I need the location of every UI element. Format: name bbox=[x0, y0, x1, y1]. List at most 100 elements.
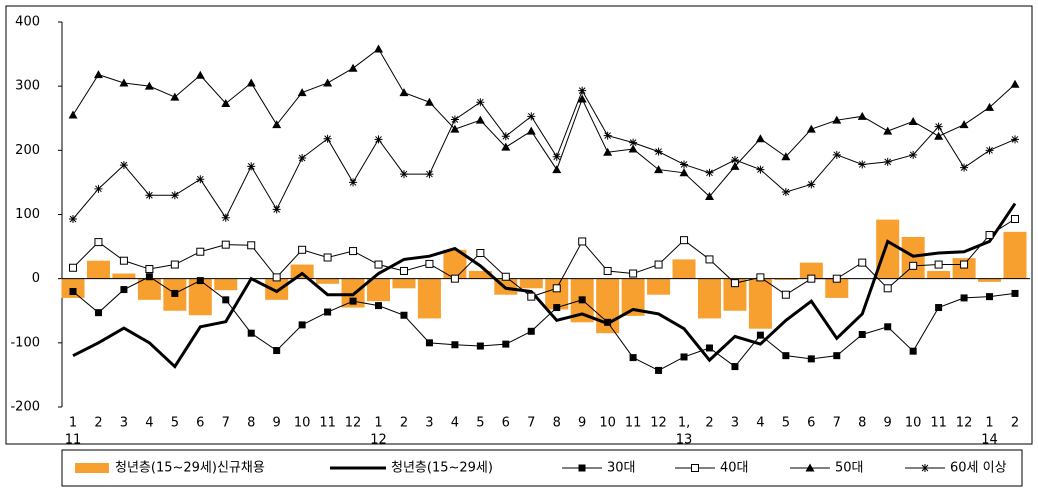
point bbox=[960, 294, 968, 302]
x-tick-label: 1 bbox=[985, 416, 993, 431]
bar bbox=[188, 278, 212, 316]
x-year-label: 14 bbox=[981, 433, 998, 448]
point bbox=[68, 110, 78, 119]
bar bbox=[112, 273, 136, 279]
point bbox=[730, 161, 740, 170]
line bbox=[72, 89, 1016, 220]
point bbox=[246, 78, 256, 87]
legend-label: 60세 이상 bbox=[950, 461, 1007, 476]
point bbox=[349, 247, 358, 256]
point bbox=[578, 237, 587, 246]
line bbox=[72, 218, 1016, 298]
y-tick-label: -100 bbox=[10, 335, 40, 350]
point bbox=[144, 81, 154, 90]
y-tick-label: 0 bbox=[32, 271, 40, 286]
point bbox=[934, 260, 943, 269]
point bbox=[272, 273, 281, 282]
point bbox=[170, 92, 180, 101]
point bbox=[1011, 135, 1019, 144]
bar bbox=[468, 270, 492, 279]
point bbox=[832, 274, 841, 283]
x-tick-label: 5 bbox=[782, 416, 790, 431]
point bbox=[680, 236, 689, 245]
point bbox=[170, 191, 179, 200]
point bbox=[781, 290, 790, 299]
x-tick-label: 11 bbox=[930, 416, 947, 431]
point bbox=[298, 154, 307, 163]
legend-label: 청년층(15~29세) bbox=[391, 461, 493, 476]
point bbox=[119, 161, 128, 170]
line bbox=[72, 48, 1016, 198]
point bbox=[553, 304, 561, 312]
x-tick-label: 3 bbox=[120, 416, 128, 431]
point bbox=[629, 354, 637, 362]
point bbox=[502, 340, 510, 348]
bar bbox=[901, 236, 925, 279]
point bbox=[578, 296, 586, 304]
x-tick-label: 9 bbox=[273, 416, 281, 431]
point bbox=[756, 165, 765, 174]
point bbox=[883, 126, 893, 135]
point bbox=[755, 134, 765, 143]
y-tick-label: 200 bbox=[15, 143, 40, 158]
point bbox=[119, 256, 128, 265]
point bbox=[858, 160, 867, 169]
x-tick-label: 6 bbox=[196, 416, 204, 431]
point bbox=[857, 111, 867, 120]
point bbox=[578, 86, 587, 95]
point bbox=[603, 147, 613, 156]
x-tick-label: 2 bbox=[1011, 416, 1019, 431]
legend-label: 50대 bbox=[835, 461, 864, 476]
point bbox=[628, 144, 638, 153]
bar bbox=[697, 278, 721, 319]
point bbox=[986, 293, 994, 301]
point bbox=[756, 331, 764, 339]
point bbox=[272, 205, 281, 214]
y-tick-label: 400 bbox=[15, 15, 40, 30]
point bbox=[705, 255, 714, 264]
bar bbox=[825, 278, 849, 298]
legend-marker bbox=[805, 463, 815, 472]
point bbox=[298, 245, 307, 254]
point bbox=[781, 188, 790, 197]
x-tick-label: 4 bbox=[756, 416, 764, 431]
point bbox=[501, 142, 511, 151]
point bbox=[222, 296, 230, 304]
point bbox=[94, 238, 103, 247]
point bbox=[883, 157, 892, 166]
point bbox=[94, 184, 103, 193]
legend-marker bbox=[578, 464, 586, 472]
bar bbox=[86, 260, 110, 279]
point bbox=[348, 63, 358, 72]
bar bbox=[545, 278, 569, 310]
point bbox=[909, 150, 918, 159]
point bbox=[425, 170, 434, 179]
bar bbox=[748, 278, 772, 329]
bar bbox=[876, 219, 900, 279]
point bbox=[552, 165, 562, 174]
x-tick-label: 5 bbox=[171, 416, 179, 431]
point bbox=[731, 363, 739, 371]
x-tick-label: 11 bbox=[319, 416, 336, 431]
line bbox=[72, 276, 1016, 371]
point bbox=[120, 286, 128, 294]
point bbox=[985, 102, 995, 111]
point bbox=[934, 122, 943, 131]
point bbox=[832, 150, 841, 159]
bar bbox=[799, 262, 823, 279]
point bbox=[400, 311, 408, 319]
x-tick-label: 8 bbox=[247, 416, 255, 431]
point bbox=[323, 78, 333, 87]
bar bbox=[774, 278, 798, 280]
x-tick-label: 9 bbox=[578, 416, 586, 431]
point bbox=[705, 168, 714, 177]
point bbox=[298, 321, 306, 329]
point bbox=[909, 347, 917, 355]
y-tick-label: 100 bbox=[15, 207, 40, 222]
point bbox=[730, 279, 739, 288]
point bbox=[501, 132, 510, 141]
point bbox=[196, 247, 205, 256]
point bbox=[552, 284, 561, 293]
bar bbox=[214, 278, 238, 291]
